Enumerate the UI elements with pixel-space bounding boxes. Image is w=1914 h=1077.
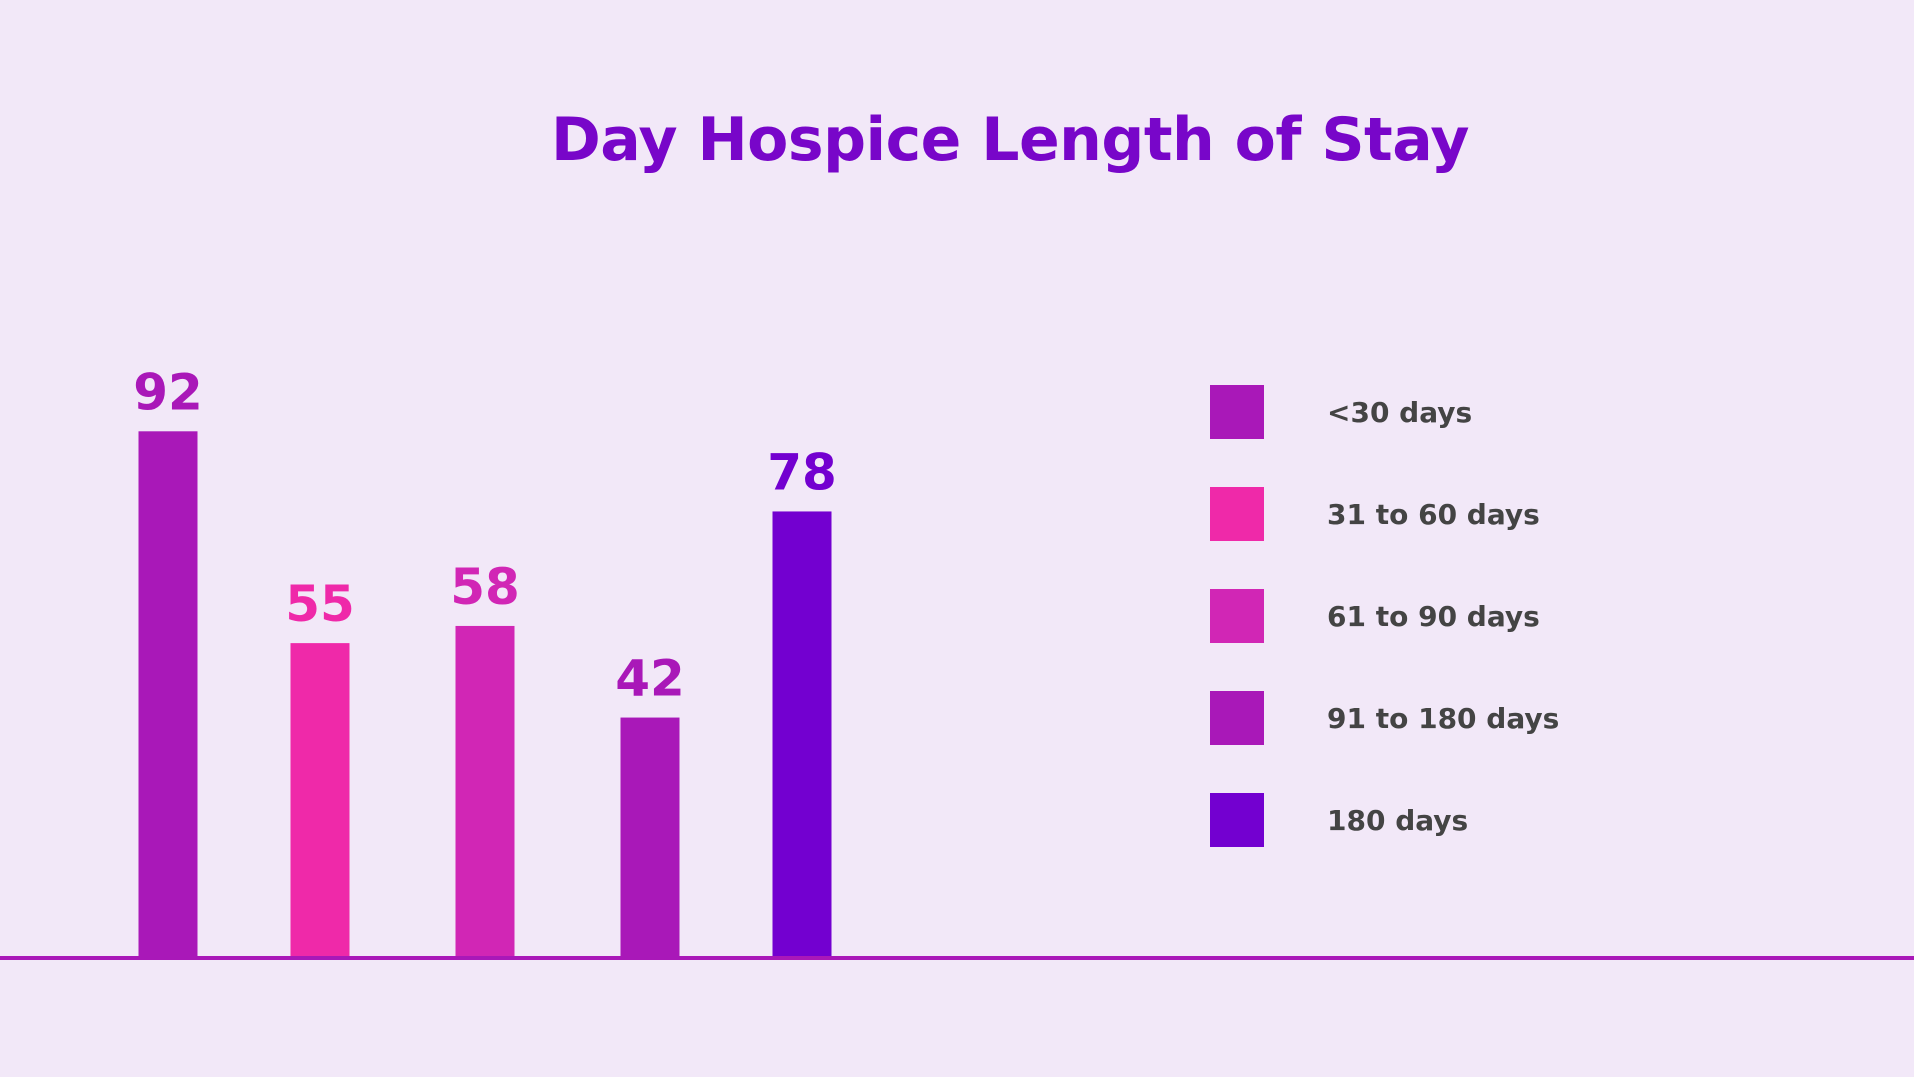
legend-label: 180 days (1327, 804, 1468, 837)
bar-value-label: 58 (450, 558, 520, 616)
value-labels-group: 92 55 58 42 78 (133, 363, 837, 707)
chart-title: Day Hospice Length of Stay (551, 105, 1470, 175)
legend-swatch (1210, 487, 1264, 541)
bar-value-label: 55 (285, 575, 355, 633)
bar (138, 431, 198, 958)
bar-value-label: 92 (133, 363, 203, 421)
bar (290, 643, 350, 958)
legend-label: 91 to 180 days (1327, 702, 1559, 735)
bar (620, 717, 680, 958)
legend: <30 days 31 to 60 days 61 to 90 days 91 to … (1210, 385, 1559, 847)
legend-swatch (1210, 691, 1264, 745)
legend-swatch (1210, 385, 1264, 439)
legend-label: <30 days (1327, 396, 1472, 429)
legend-label: 61 to 90 days (1327, 600, 1540, 633)
bar-value-label: 42 (615, 650, 685, 708)
legend-label: 31 to 60 days (1327, 498, 1540, 531)
bar (772, 511, 832, 958)
bars-group (138, 431, 832, 958)
legend-swatch (1210, 589, 1264, 643)
bar (455, 625, 515, 958)
bar-value-label: 78 (767, 443, 837, 501)
legend-swatch (1210, 793, 1264, 847)
